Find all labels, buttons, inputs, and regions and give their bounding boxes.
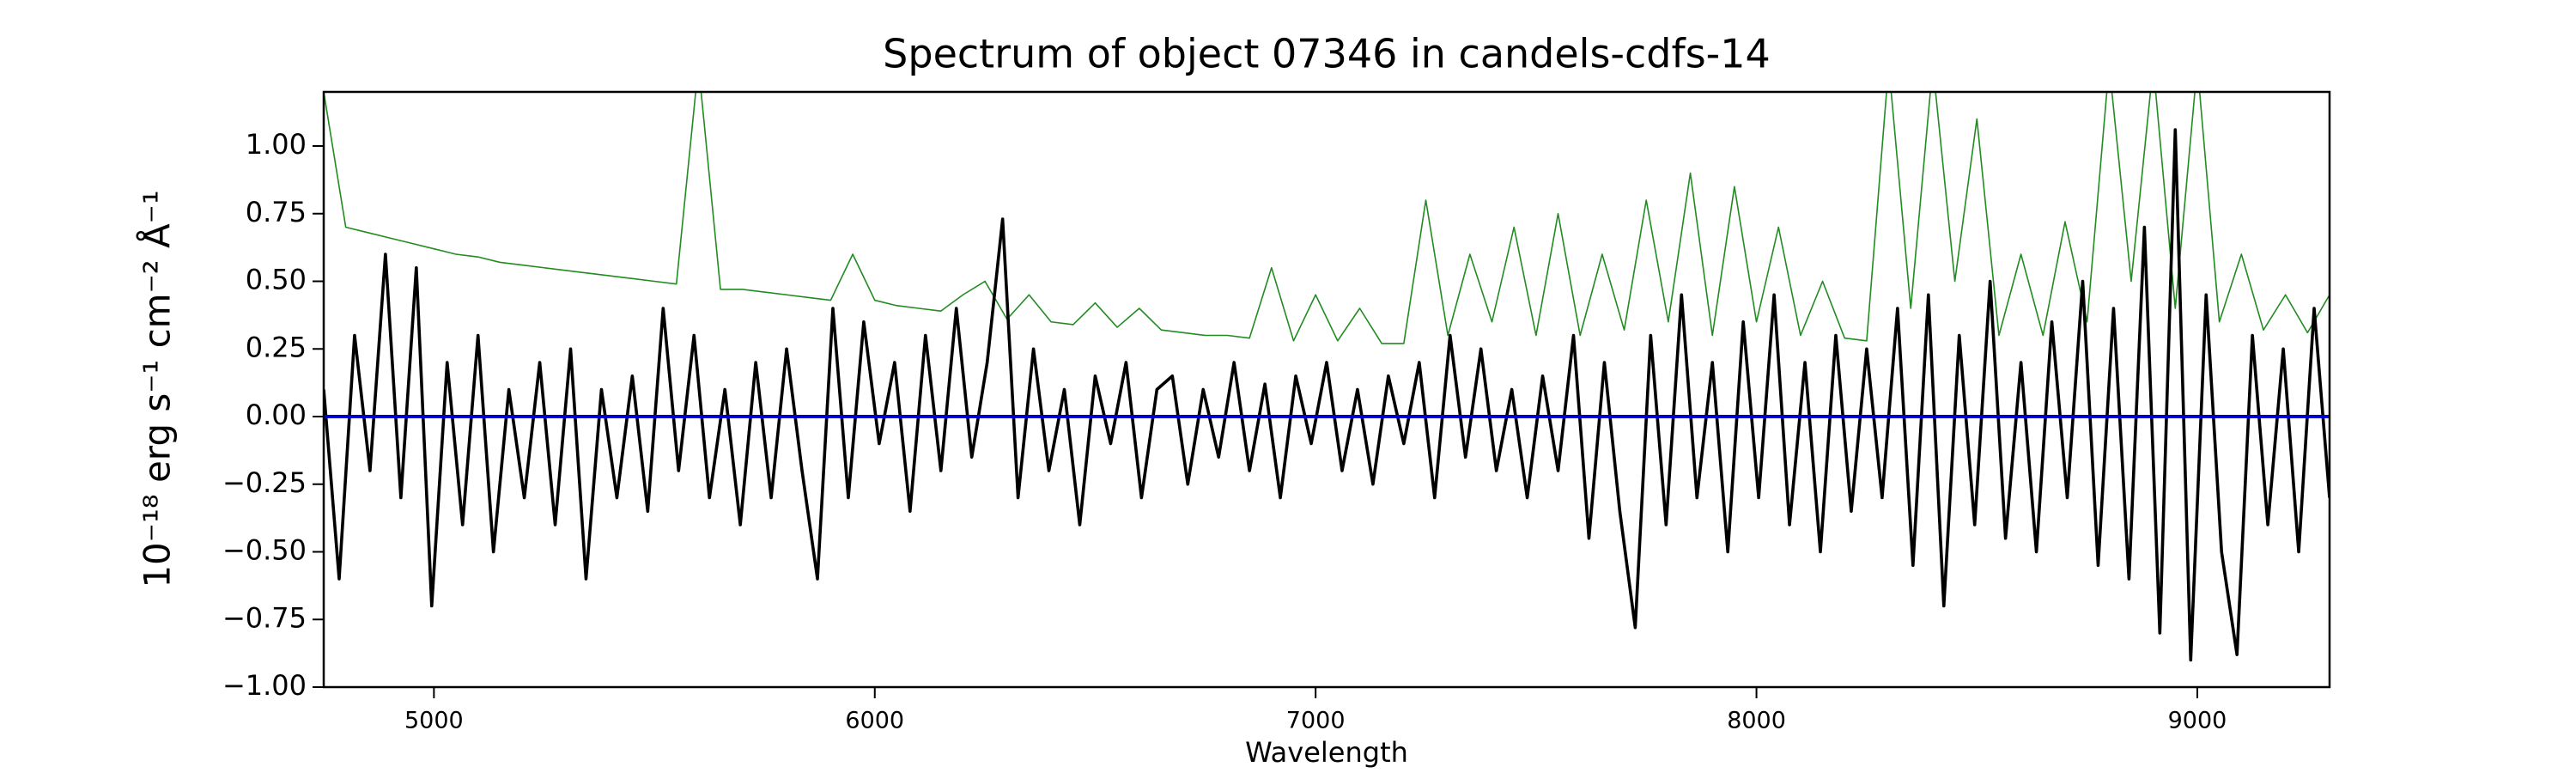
spectrum-line — [324, 128, 2330, 662]
y-tick-label: 1.00 — [246, 128, 307, 161]
spectrum-line — [324, 92, 2330, 344]
y-tick-label: 0.25 — [246, 331, 307, 363]
y-tick-label: −0.25 — [222, 466, 307, 499]
x-tick-label: 7000 — [1286, 708, 1346, 734]
x-tick-label: 9000 — [2168, 708, 2227, 734]
y-axis-label: 10⁻¹⁸ erg s⁻¹ cm⁻² Å⁻¹ — [136, 190, 179, 587]
x-tick-label: 6000 — [845, 708, 904, 734]
y-tick-label: 0.00 — [246, 399, 307, 431]
plot-lines — [324, 92, 2330, 662]
x-axis-label: Wavelength — [1245, 736, 1408, 769]
x-tick-label: 8000 — [1727, 708, 1786, 734]
x-tick-label: 5000 — [404, 708, 464, 734]
y-tick-label: 0.50 — [246, 264, 307, 296]
y-tick-label: 0.75 — [246, 196, 307, 228]
y-tick-label: −1.00 — [222, 669, 307, 702]
chart-title: Spectrum of object 07346 in candels-cdfs… — [883, 31, 1771, 77]
plot-frame — [322, 90, 2331, 689]
y-tick-label: −0.50 — [222, 534, 307, 567]
y-tick-label: −0.75 — [222, 601, 307, 634]
